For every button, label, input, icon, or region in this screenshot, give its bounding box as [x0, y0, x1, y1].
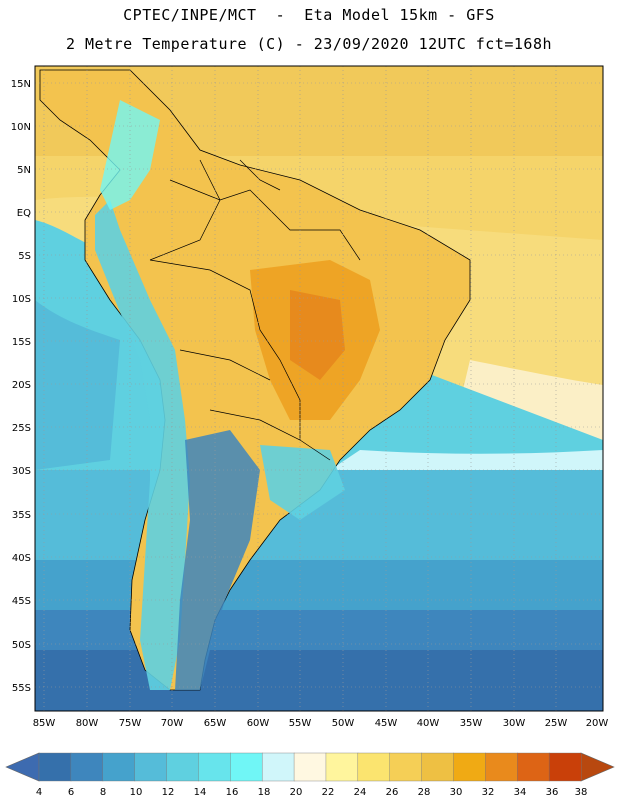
ocean-band-18 [330, 450, 603, 470]
colorbar-tick-labels: 4 6 8 10 12 14 16 18 20 22 24 26 28 30 3… [36, 787, 588, 798]
colorbar-tick: 12 [162, 787, 175, 798]
lat-label: 15S [12, 337, 31, 348]
colorbar-segment [38, 752, 72, 782]
lat-label: 5N [17, 165, 31, 176]
hottest-region [290, 290, 345, 380]
colorbar-segment [166, 752, 199, 782]
lon-label: 40W [417, 718, 440, 729]
ocean-band-10 [35, 560, 603, 610]
lon-label: 50W [332, 718, 355, 729]
lat-label: EQ [17, 208, 31, 219]
colorbar-segments [38, 752, 582, 782]
colorbar-high-arrow [580, 752, 615, 782]
map-frame [34, 65, 604, 712]
lat-label: 15N [11, 79, 31, 90]
colorbar-segment [230, 752, 263, 782]
lon-label: 25W [545, 718, 568, 729]
colorbar-tick: 36 [546, 787, 559, 798]
lat-label: 35S [12, 510, 31, 521]
colorbar-segment [517, 752, 550, 782]
colorbar-segment [70, 752, 104, 782]
colorbar-tick: 26 [386, 787, 399, 798]
lat-label: 10N [11, 122, 31, 133]
colorbar-tick: 32 [482, 787, 495, 798]
colorbar-tick: 28 [418, 787, 431, 798]
lat-label: 10S [12, 294, 31, 305]
colorbar-segment [357, 752, 391, 782]
lon-label: 70W [161, 718, 184, 729]
lat-label: 30S [12, 466, 31, 477]
lon-label: 85W [33, 718, 56, 729]
colorbar-tick: 8 [100, 787, 106, 798]
colorbar-tick: 16 [226, 787, 239, 798]
colorbar-segment [325, 752, 359, 782]
colorbar-tick: 24 [354, 787, 367, 798]
graticule [35, 66, 603, 711]
colorbar-tick: 14 [194, 787, 207, 798]
lon-label: 45W [375, 718, 398, 729]
patagonia-cool [175, 430, 260, 690]
colorbar-tick: 18 [258, 787, 271, 798]
andes-cool-strip [95, 200, 190, 690]
colorbar-segment [293, 752, 327, 782]
lon-label: 60W [247, 718, 270, 729]
lat-label: 50S [12, 640, 31, 651]
lat-label: 40S [12, 553, 31, 564]
lon-label: 65W [204, 718, 227, 729]
latitude-labels: 15N 10N 5N EQ 5S 10S 15S 20S 25S 30S 35S… [11, 79, 31, 694]
lat-label: 25S [12, 423, 31, 434]
map-area [35, 66, 603, 711]
colorbar-segment [548, 752, 582, 782]
lon-label: 35W [460, 718, 483, 729]
colorbar-low-arrow [5, 752, 40, 782]
colorbar-tick: 6 [68, 787, 74, 798]
colorbar-segment [198, 752, 231, 782]
lon-label: 20W [586, 718, 609, 729]
colorbar-segment [134, 752, 168, 782]
colorbar-segment [421, 752, 454, 782]
colorbar-tick: 30 [450, 787, 463, 798]
lon-label: 30W [503, 718, 526, 729]
colorbar-tick: 34 [514, 787, 527, 798]
colorbar-tick: 4 [36, 787, 42, 798]
colorbar: 4 6 8 10 12 14 16 18 20 22 24 26 28 30 3… [5, 752, 615, 798]
lon-label: 55W [289, 718, 312, 729]
colorbar-segment [453, 752, 486, 782]
lon-label: 75W [119, 718, 142, 729]
colorbar-segment [485, 752, 518, 782]
longitude-labels: 85W 80W 75W 70W 65W 60W 55W 50W 45W 40W … [33, 718, 609, 729]
pampas-cool [260, 445, 345, 520]
colorbar-segment [261, 752, 295, 782]
lat-label: 45S [12, 596, 31, 607]
map-title: CPTEC/INPE/MCT - Eta Model 15km - GFS [123, 6, 495, 24]
lon-label: 80W [76, 718, 99, 729]
map-subtitle: 2 Metre Temperature (C) - 23/09/2020 12U… [65, 35, 553, 53]
lat-label: 55S [12, 683, 31, 694]
ocean-pacific-cool [35, 300, 120, 470]
colorbar-segment [389, 752, 423, 782]
colorbar-tick: 10 [130, 787, 143, 798]
country-borders [149, 159, 361, 461]
colorbar-tick: 22 [322, 787, 335, 798]
colorbar-segment [102, 752, 136, 782]
lat-label: 5S [18, 251, 31, 262]
lat-label: 20S [12, 380, 31, 391]
ocean-band-6 [35, 650, 603, 711]
colorbar-tick: 20 [290, 787, 303, 798]
colorbar-tick: 38 [575, 787, 588, 798]
